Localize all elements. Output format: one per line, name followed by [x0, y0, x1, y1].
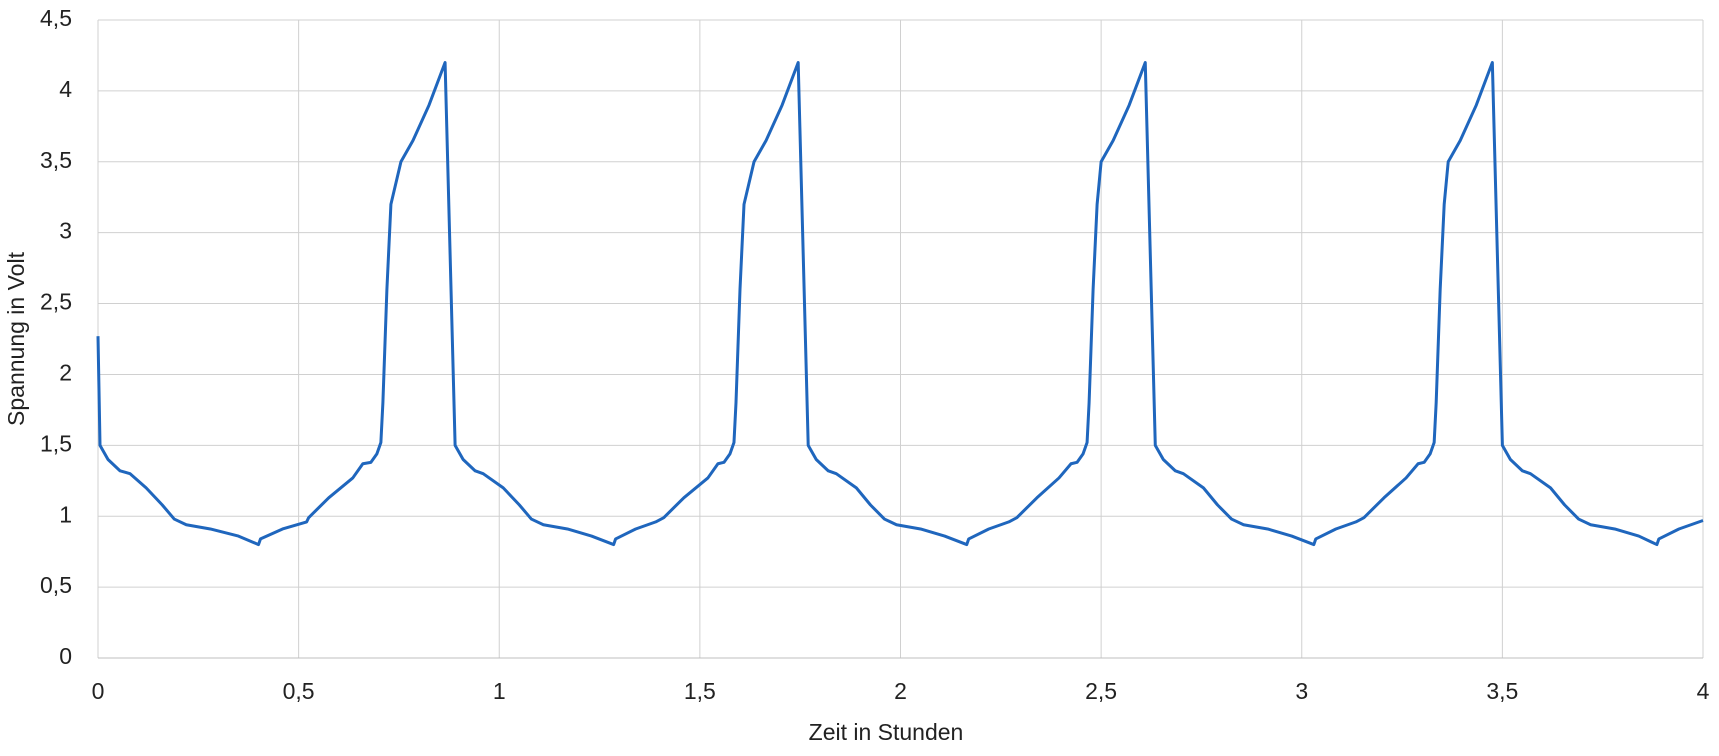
x-tick-label: 3: [1295, 678, 1308, 704]
x-tick-label: 0: [92, 678, 105, 704]
x-tick-label: 0,5: [283, 678, 315, 704]
x-axis-label: Zeit in Stunden: [809, 719, 964, 745]
x-tick-label: 2: [894, 678, 907, 704]
y-tick-label: 1: [59, 501, 72, 527]
y-tick-label: 0: [59, 643, 72, 669]
data-line: [96, 61, 1704, 547]
y-tick-label: 0,5: [40, 572, 72, 598]
x-tick-label: 4: [1697, 678, 1710, 704]
y-tick-label: 2: [59, 360, 72, 386]
x-tick-label: 3,5: [1486, 678, 1518, 704]
x-tick-label: 1: [493, 678, 506, 704]
y-tick-label: 4,5: [40, 5, 72, 31]
x-tick-label: 2,5: [1085, 678, 1117, 704]
y-tick-label: 3: [59, 218, 72, 244]
y-tick-label: 4: [59, 76, 72, 102]
y-tick-label: 2,5: [40, 289, 72, 315]
y-axis-label: Spannung in Volt: [3, 251, 29, 426]
x-tick-label: 1,5: [684, 678, 716, 704]
y-tick-label: 1,5: [40, 430, 72, 456]
y-tick-label: 3,5: [40, 147, 72, 173]
